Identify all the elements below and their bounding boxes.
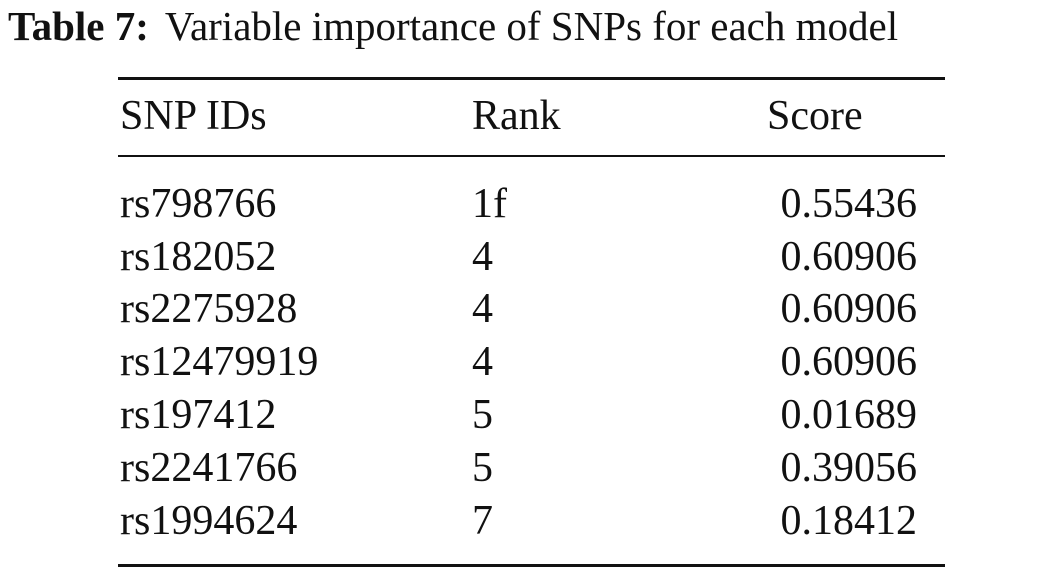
table-row: rs798766 1f 0.55436 [118,182,945,226]
table-row: rs1994624 7 0.18412 [118,499,945,543]
table-top-rule [118,77,945,80]
table-row: rs2241766 5 0.39056 [118,446,945,490]
score-cell: 0.01689 [780,392,918,438]
table-header-row: SNP IDs Rank Score [118,94,945,138]
snp-id-cell: rs1994624 [120,498,298,544]
table-bottom-rule [118,564,945,567]
snp-id-cell: rs2241766 [120,445,298,491]
rank-cell: 1f [472,181,507,227]
caption-label: Table 7: [8,3,149,49]
rank-cell: 4 [472,234,493,280]
header-rank: Rank [472,93,561,139]
snp-id-cell: rs197412 [120,392,277,438]
score-cell: 0.39056 [780,445,918,491]
table-row: rs2275928 4 0.60906 [118,287,945,331]
rank-cell: 4 [472,286,493,332]
header-score: Score [767,93,863,139]
score-cell: 0.55436 [780,181,918,227]
table-row: rs12479919 4 0.60906 [118,340,945,384]
table-header-rule [118,155,945,157]
score-cell: 0.60906 [780,234,918,280]
table-row: rs182052 4 0.60906 [118,235,945,279]
rank-cell: 4 [472,339,493,385]
rank-cell: 7 [472,498,493,544]
table-caption: Table 7: Variable importance of SNPs for … [8,2,1048,50]
snp-id-cell: rs182052 [120,234,277,280]
score-cell: 0.18412 [780,498,918,544]
header-snp-ids: SNP IDs [120,93,267,139]
caption-text: Variable importance of SNPs for each mod… [164,3,899,49]
rank-cell: 5 [472,445,493,491]
score-cell: 0.60906 [780,339,918,385]
table-row: rs197412 5 0.01689 [118,393,945,437]
score-cell: 0.60906 [780,286,918,332]
snp-id-cell: rs798766 [120,181,277,227]
snp-id-cell: rs12479919 [120,339,319,385]
snp-id-cell: rs2275928 [120,286,298,332]
rank-cell: 5 [472,392,493,438]
